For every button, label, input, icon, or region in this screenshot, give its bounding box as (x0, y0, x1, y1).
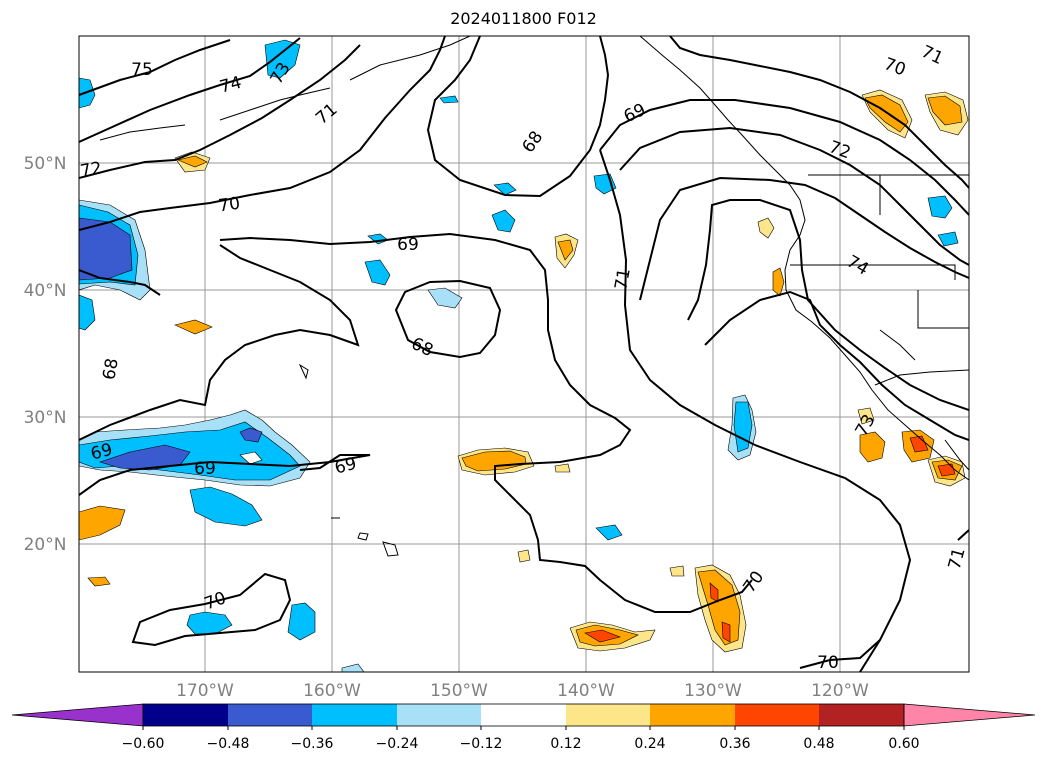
lon-label-150w: 150°W (430, 681, 488, 701)
map-title: 2024011800 F012 (450, 9, 597, 28)
colorbar-segment (735, 704, 819, 726)
colorbar-segment (819, 704, 904, 726)
contour-label: 72 (79, 158, 104, 181)
colorbar-segment (566, 704, 650, 726)
lat-label-50n: 50°N (24, 154, 67, 174)
longitude-labels: 170°W 160°W 150°W 140°W 130°W 120°W (176, 681, 869, 701)
contour-lines (79, 36, 969, 672)
colorbar-tick: 0.24 (634, 736, 665, 752)
colorbar: −0.60 −0.48 −0.36 −0.24 −0.12 0.12 0.24 … (11, 703, 1036, 752)
lon-label-130w: 130°W (684, 681, 742, 701)
colorbar-tick: 0.60 (888, 736, 919, 752)
lat-label-30n: 30°N (24, 408, 67, 428)
colorbar-tick: −0.36 (291, 736, 334, 752)
contour-label: 68 (99, 357, 122, 382)
colorbar-extend-high (903, 703, 1036, 727)
contour-label: 71 (945, 546, 970, 572)
colorbar-tick: −0.24 (376, 736, 419, 752)
colorbar-tick: 0.48 (803, 736, 834, 752)
contour-label: 71 (611, 267, 634, 292)
colorbar-segment (481, 704, 566, 726)
colorbar-extend-low (11, 703, 144, 727)
contour-label: 70 (817, 653, 839, 673)
contour-label: 69 (194, 459, 216, 479)
colorbar-tick: −0.60 (122, 736, 165, 752)
lon-label-170w: 170°W (176, 681, 234, 701)
plot-frame (78, 35, 970, 673)
contour-label: 70 (217, 194, 241, 217)
lon-label-160w: 160°W (303, 681, 361, 701)
lat-label-20n: 20°N (24, 535, 67, 555)
colorbar-segment (228, 704, 312, 726)
colorbar-tick: 0.36 (719, 736, 750, 752)
negative-anomaly-patches (79, 39, 959, 672)
lat-label-40n: 40°N (24, 281, 67, 301)
colorbar-segment (143, 704, 228, 726)
colorbar-segment (312, 704, 397, 726)
coastlines (99, 36, 969, 557)
map-plot-area: 75 74 73 71 72 70 69 68 69 68 68 69 69 6… (79, 36, 970, 673)
colorbar-segment (397, 704, 481, 726)
contour-label: 69 (397, 235, 419, 255)
colorbar-tick: −0.48 (207, 736, 250, 752)
colorbar-tick: 0.12 (550, 736, 581, 752)
colorbar-segment (650, 704, 735, 726)
lon-label-120w: 120°W (811, 681, 869, 701)
colorbar-tick: −0.12 (460, 736, 503, 752)
gridlines (79, 36, 969, 672)
contour-label: 75 (131, 60, 153, 80)
latitude-labels: 50°N 40°N 30°N 20°N (24, 154, 67, 555)
lon-label-140w: 140°W (557, 681, 615, 701)
